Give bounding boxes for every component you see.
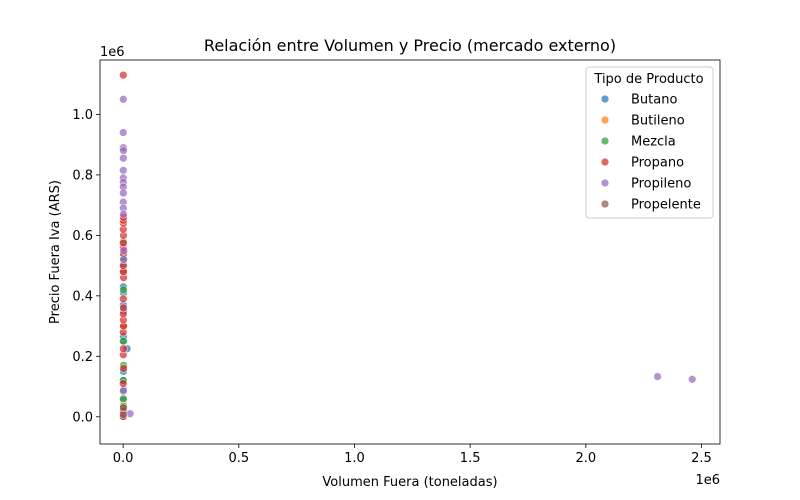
y-tick-label: 0.8 bbox=[72, 168, 93, 183]
x-tick-label: 1.5 bbox=[460, 451, 481, 466]
y-axis-ticks: 0.0 0.2 0.4 0.6 0.8 1.0 bbox=[72, 108, 100, 425]
data-point bbox=[118, 188, 128, 198]
x-axis-multiplier: 1e6 bbox=[695, 473, 720, 488]
y-axis-multiplier: 1e6 bbox=[100, 45, 125, 60]
data-point bbox=[119, 209, 128, 219]
y-axis-label: Precio Fuera Iva (ARS) bbox=[48, 180, 63, 324]
data-point bbox=[119, 303, 128, 313]
data-point bbox=[118, 386, 128, 396]
legend-marker bbox=[600, 178, 610, 188]
chart-title: Relación entre Volumen y Precio (mercado… bbox=[204, 36, 616, 55]
data-point bbox=[118, 94, 128, 104]
x-axis-label: Volumen Fuera (toneladas) bbox=[322, 475, 497, 490]
x-tick-label: 2.0 bbox=[575, 451, 596, 466]
data-point bbox=[118, 153, 128, 163]
data-point bbox=[119, 255, 129, 264]
y-tick-label: 0.2 bbox=[72, 350, 93, 365]
legend-title: Tipo de Producto bbox=[593, 72, 703, 87]
data-point bbox=[119, 344, 128, 354]
legend-label: Propelente bbox=[631, 198, 701, 213]
legend-label: Mezcla bbox=[631, 135, 676, 150]
x-tick-label: 0.0 bbox=[113, 451, 134, 466]
data-point bbox=[118, 128, 128, 137]
data-points bbox=[118, 70, 697, 421]
legend-marker bbox=[600, 157, 610, 167]
legend-marker bbox=[600, 136, 610, 146]
legend-marker bbox=[600, 199, 610, 209]
legend-box bbox=[585, 66, 714, 219]
data-point bbox=[119, 238, 128, 248]
data-point bbox=[119, 403, 128, 413]
data-point bbox=[118, 166, 128, 175]
data-point bbox=[119, 285, 128, 295]
legend-marker bbox=[600, 94, 610, 104]
x-tick-label: 1.0 bbox=[344, 451, 365, 466]
data-point bbox=[119, 364, 128, 373]
data-point bbox=[118, 379, 128, 388]
data-point bbox=[687, 374, 697, 384]
data-point bbox=[119, 246, 129, 255]
y-tick-label: 0.0 bbox=[72, 410, 93, 425]
legend-label: Butano bbox=[631, 93, 677, 108]
legend-label: Propano bbox=[631, 156, 684, 171]
x-tick-label: 0.5 bbox=[228, 451, 249, 466]
legend-label: Propileno bbox=[631, 177, 691, 192]
legend-label: Butileno bbox=[631, 114, 685, 129]
legend-marker bbox=[600, 115, 610, 125]
data-point bbox=[653, 372, 662, 381]
x-axis-ticks: 0.0 0.5 1.0 1.5 2.0 2.5 bbox=[113, 444, 712, 466]
y-tick-label: 0.4 bbox=[72, 289, 93, 304]
y-tick-label: 1.0 bbox=[72, 108, 93, 123]
y-tick-label: 0.6 bbox=[72, 229, 93, 244]
data-point bbox=[119, 146, 128, 156]
data-point bbox=[118, 336, 128, 346]
x-tick-label: 2.5 bbox=[691, 451, 712, 466]
data-point bbox=[118, 294, 128, 304]
legend: Tipo de Producto Butano Butileno Mezcla Pro… bbox=[585, 66, 714, 219]
data-point bbox=[118, 70, 128, 80]
data-point bbox=[118, 394, 128, 403]
